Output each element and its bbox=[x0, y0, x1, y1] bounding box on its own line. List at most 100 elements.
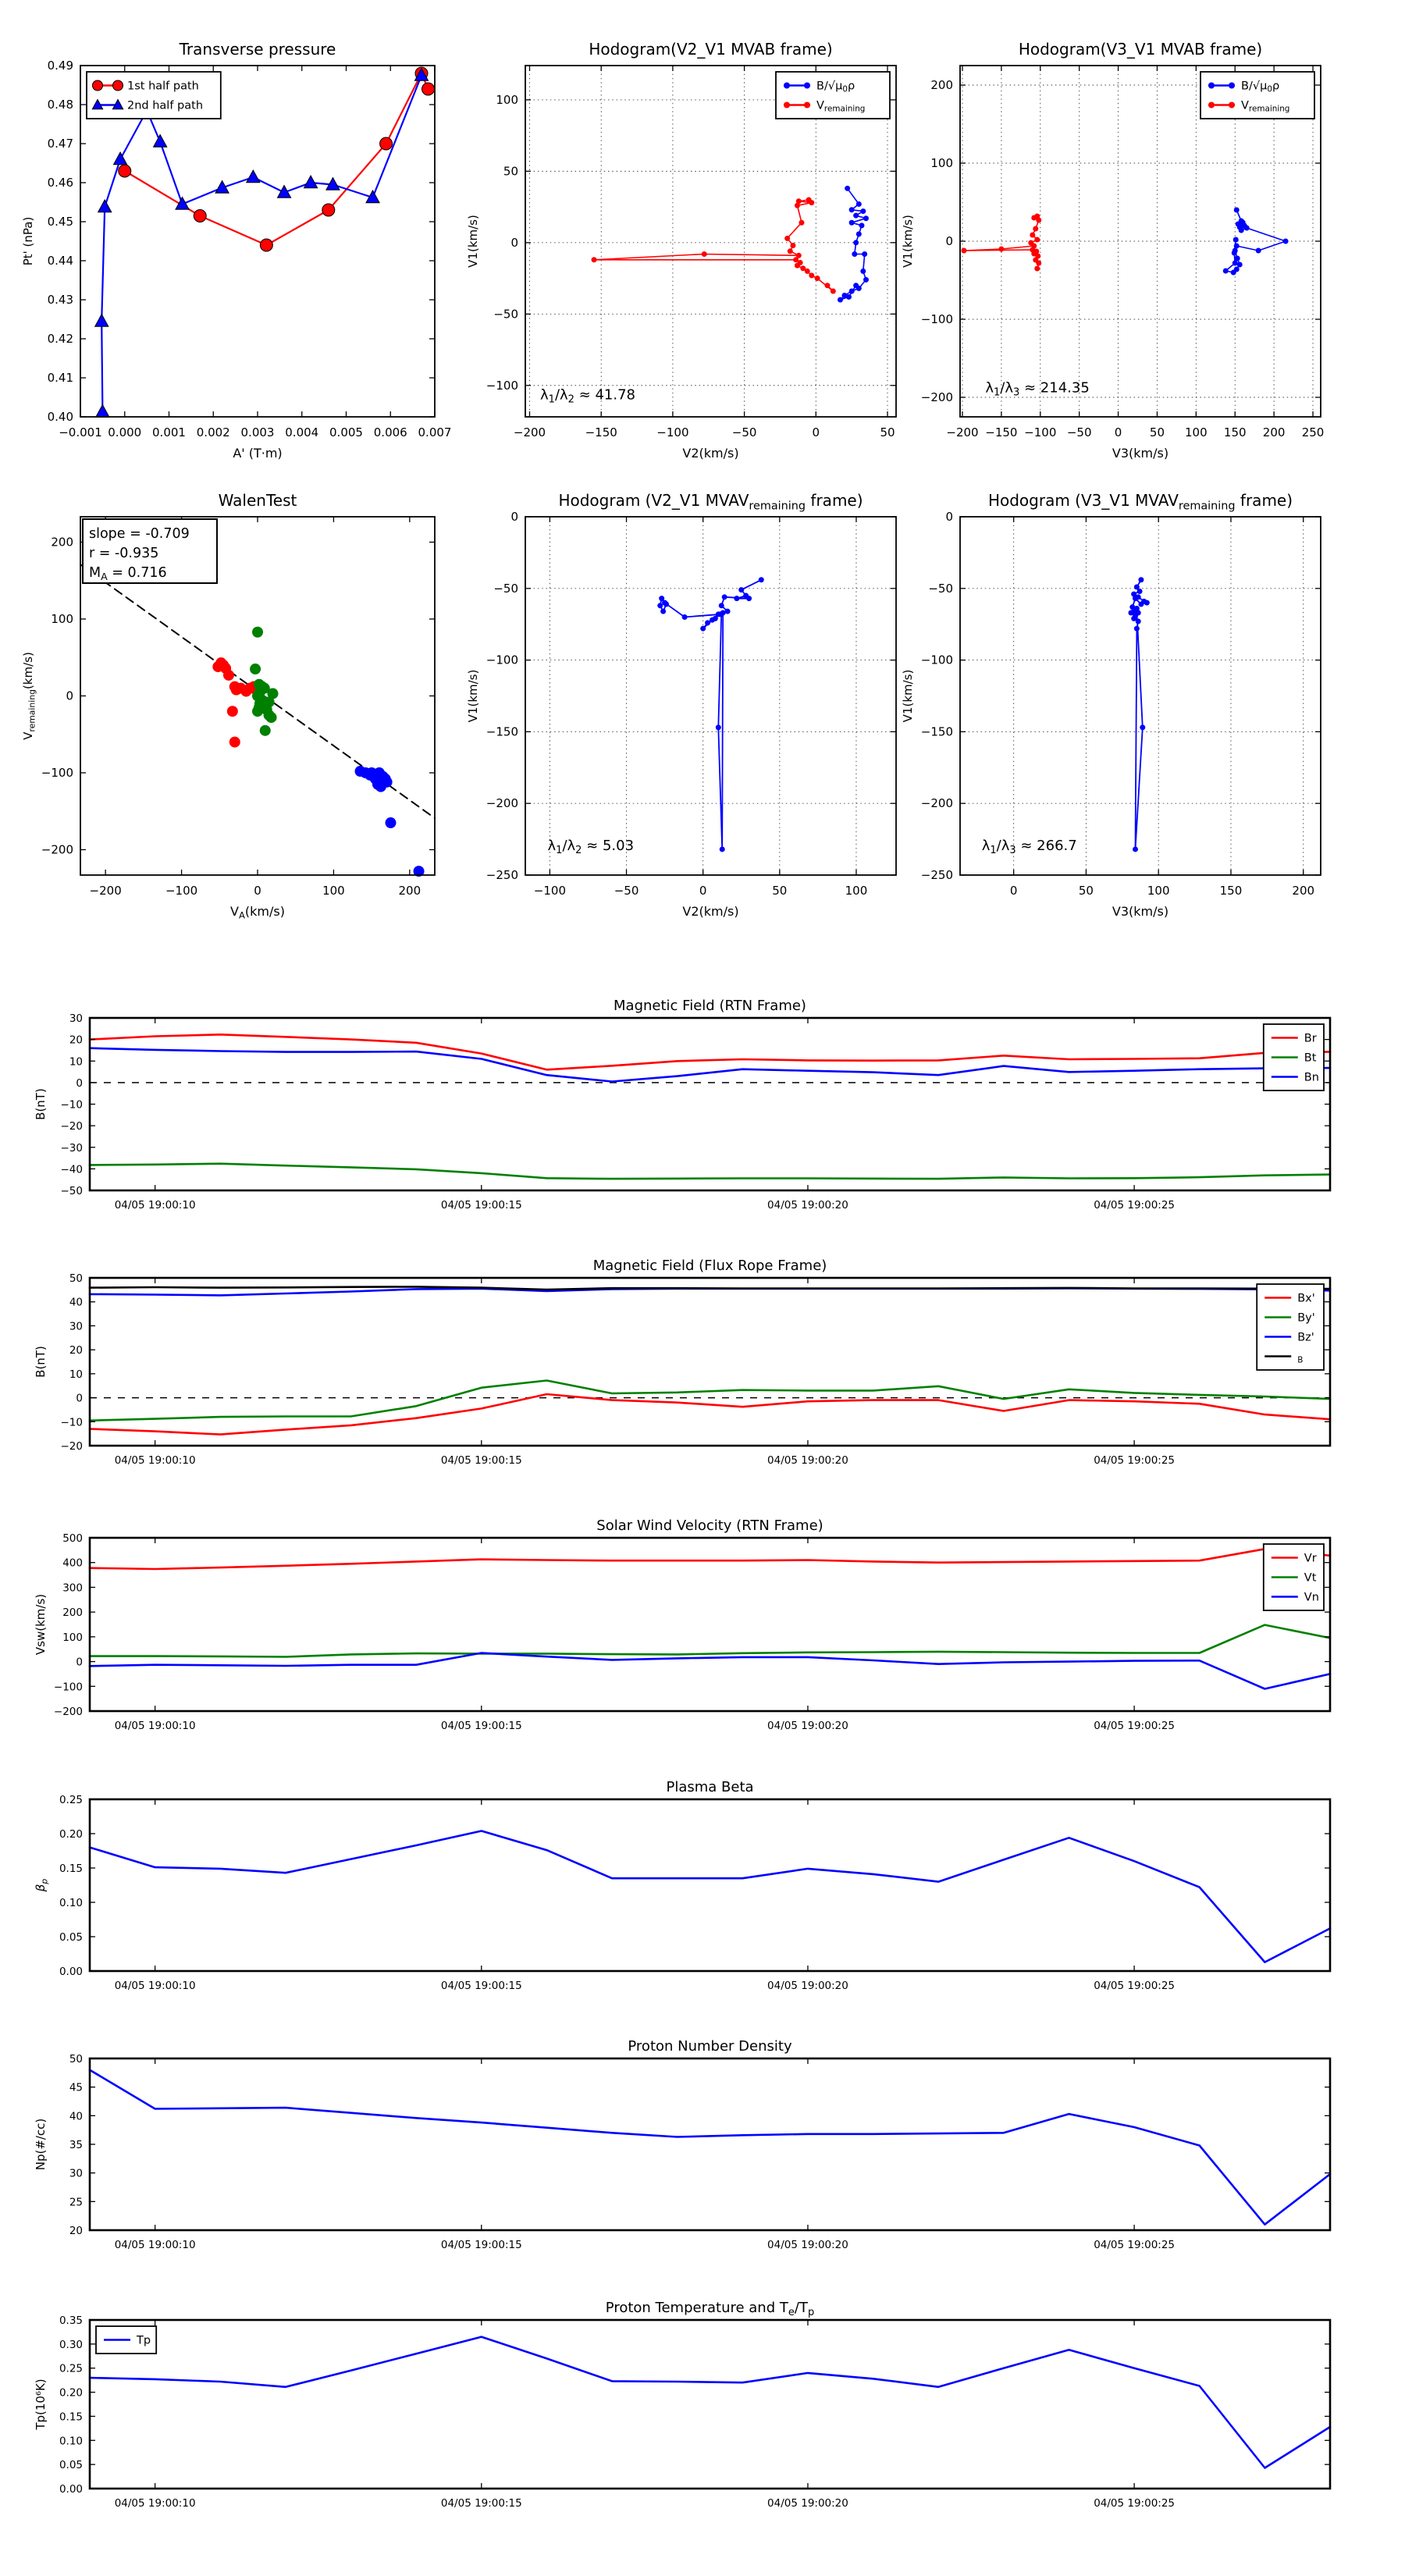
point-marker bbox=[1133, 584, 1140, 590]
tp-line-line bbox=[88, 2336, 1332, 2469]
point-marker bbox=[700, 625, 706, 632]
x-tick-label: −100 bbox=[165, 884, 197, 898]
x-tick-label: −100 bbox=[1024, 425, 1056, 439]
point-marker bbox=[252, 706, 263, 717]
x-tick-label: 04/05 19:00:20 bbox=[767, 1720, 848, 1732]
y-tick-label: −20 bbox=[61, 1120, 84, 1133]
point-marker bbox=[1138, 601, 1144, 607]
chart-title: Hodogram(V2_V1 MVAB frame) bbox=[589, 40, 832, 59]
legend-box bbox=[775, 71, 891, 119]
point-marker bbox=[1033, 226, 1039, 232]
point-marker bbox=[1243, 225, 1250, 231]
point-marker bbox=[1236, 262, 1243, 268]
x-tick-label: 50 bbox=[1079, 884, 1094, 898]
x-tick-label: 100 bbox=[1147, 884, 1170, 898]
triangle-marker bbox=[325, 176, 340, 190]
point-marker bbox=[800, 265, 806, 272]
y-tick-label: −10 bbox=[61, 1416, 84, 1429]
y-tick-label: 0 bbox=[66, 689, 73, 703]
legend-label: B/√μ0ρ bbox=[816, 80, 855, 94]
y-tick-label: 0.30 bbox=[59, 2339, 83, 2351]
x-tick-label: −100 bbox=[534, 884, 566, 898]
axes-box bbox=[959, 516, 1321, 876]
walen-test-plot: −200 −100 0 100 200 −200 −100 0 100 200 WalenTest V… bbox=[21, 491, 436, 921]
vsw-rtn-plot: 04/05 19:00:10 04/05 19:00:15 04/05 19:00:… bbox=[34, 1517, 1332, 1732]
triangle-marker bbox=[303, 174, 318, 189]
point-marker bbox=[860, 208, 866, 215]
point-marker bbox=[1030, 232, 1036, 238]
proton-temp-plot: 04/05 19:00:10 04/05 19:00:15 04/05 19:00:… bbox=[34, 2300, 1332, 2510]
point-marker bbox=[841, 293, 848, 299]
axes-box bbox=[525, 516, 897, 876]
y-tick-label: −250 bbox=[486, 868, 518, 882]
walen-blue-points bbox=[354, 766, 425, 877]
axes-box bbox=[525, 65, 897, 418]
legend-label: Br bbox=[1304, 1033, 1317, 1045]
point-marker bbox=[860, 268, 866, 274]
chart-title: Hodogram (V3_V1 MVAVremaining frame) bbox=[988, 491, 1293, 512]
point-marker bbox=[718, 611, 724, 617]
point-marker bbox=[660, 608, 667, 614]
point-marker bbox=[862, 251, 868, 257]
legend: Br Bt Bn bbox=[1262, 1023, 1325, 1091]
bn-line bbox=[88, 1047, 1332, 1083]
y-tick-label: 0.45 bbox=[48, 215, 73, 229]
point-marker bbox=[758, 577, 764, 583]
point-marker bbox=[853, 212, 859, 219]
y-axis-label: V1(km/s) bbox=[466, 670, 480, 723]
v-remaining bbox=[961, 213, 1042, 272]
x-tick-label: −100 bbox=[656, 425, 688, 439]
point-marker bbox=[715, 724, 721, 731]
alfven-speed bbox=[1222, 207, 1289, 276]
triangle-marker bbox=[152, 133, 168, 148]
x-tick-label: 0.000 bbox=[108, 425, 141, 439]
legend-label: Tp bbox=[136, 2335, 151, 2347]
beta-line bbox=[88, 1830, 1332, 1963]
legend-box bbox=[86, 71, 222, 119]
point-marker bbox=[784, 82, 790, 89]
y-tick-label: 400 bbox=[62, 1557, 83, 1570]
axes-box bbox=[88, 1276, 1332, 1447]
np-line bbox=[88, 2069, 1332, 2226]
point-marker bbox=[804, 101, 810, 109]
triangle-marker bbox=[414, 67, 429, 81]
point-marker bbox=[421, 82, 435, 96]
walen-green-points bbox=[250, 626, 279, 736]
legend-label: Vn bbox=[1304, 1592, 1319, 1604]
y-tick-label: 30 bbox=[69, 1012, 83, 1025]
x-tick-label: 100 bbox=[845, 884, 868, 898]
triangle-marker bbox=[112, 98, 124, 110]
x-tick-label: 0 bbox=[813, 425, 820, 439]
chart-title: Hodogram(V3_V1 MVAB frame) bbox=[1019, 40, 1262, 59]
hodogram-v3v1-mvav-plot: 0 50 100 150 200 −250 −200 −150 −100 −50 0 Hodogram… bbox=[901, 491, 1321, 919]
point-marker bbox=[1135, 618, 1141, 624]
y-tick-label: 25 bbox=[69, 2196, 83, 2208]
y-tick-label: 20 bbox=[69, 1344, 83, 1357]
legend-label: B bbox=[1297, 1356, 1303, 1365]
point-marker bbox=[837, 297, 843, 303]
point-marker bbox=[663, 601, 670, 607]
legend-label: Bz' bbox=[1297, 1332, 1314, 1344]
point-marker bbox=[845, 185, 851, 191]
axes-box bbox=[88, 1536, 1332, 1713]
y-tick-label: −100 bbox=[486, 653, 518, 667]
point-marker bbox=[1222, 268, 1229, 274]
x-tick-label: 04/05 19:00:20 bbox=[767, 1199, 848, 1212]
stats-line: MA = 0.716 bbox=[89, 565, 167, 582]
point-marker bbox=[795, 198, 802, 205]
hodogram-v3v1-mvab-plot: −200 −150 −100 −50 0 50 100 150 200 250 −200 −100 0 1… bbox=[901, 40, 1324, 461]
x-tick-label: 0 bbox=[1115, 425, 1122, 439]
point-marker bbox=[1133, 608, 1140, 614]
chart-title: Transverse pressure bbox=[179, 40, 336, 59]
y-tick-label: −50 bbox=[493, 582, 518, 596]
point-marker bbox=[863, 215, 869, 222]
x-tick-label: −0.001 bbox=[59, 425, 102, 439]
x-tick-label: 04/05 19:00:20 bbox=[767, 2497, 848, 2510]
point-marker bbox=[259, 238, 273, 252]
triangle-marker bbox=[215, 180, 229, 194]
by-prime-line-line bbox=[88, 1379, 1332, 1422]
y-axis-label: B(nT) bbox=[34, 1346, 48, 1378]
x-tick-label: 04/05 19:00:10 bbox=[115, 1720, 196, 1732]
bx-prime-line bbox=[88, 1393, 1332, 1436]
lambda-ratio-annotation: λ1/λ2 ≈ 41.78 bbox=[540, 387, 635, 406]
